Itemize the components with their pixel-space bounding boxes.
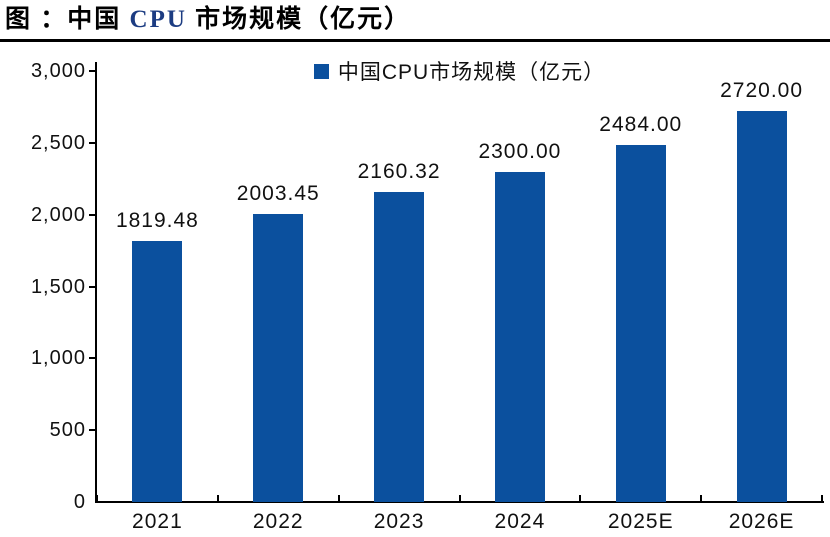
- figure-title-cpu: CPU: [129, 6, 187, 33]
- bar-2026E: 2720.00: [720, 79, 802, 502]
- x-axis-tick-mark: [458, 495, 461, 502]
- bar-value-label: 2160.32: [357, 159, 441, 183]
- figure-title-unit: 市场规模（亿元）: [186, 6, 412, 33]
- x-axis-tick-mark: [821, 495, 823, 502]
- x-axis-line: [95, 501, 824, 503]
- y-axis-tick-label: 0: [73, 491, 86, 513]
- y-axis-tick-mark: [89, 141, 96, 144]
- x-axis-tick-mark: [337, 495, 340, 502]
- legend-square-icon: [313, 63, 329, 79]
- y-axis-tick-label: 3,000: [30, 60, 86, 82]
- x-axis-tick-mark: [216, 495, 219, 502]
- y-axis-tick-label: 1,500: [30, 275, 86, 298]
- x-axis-category-label: 2025E: [607, 510, 674, 533]
- y-axis-tick-mark: [89, 429, 96, 432]
- x-axis-category-label: 2024: [494, 510, 546, 533]
- x-axis-tick-mark: [579, 495, 582, 502]
- legend-label: 中国CPU市场规模（亿元）: [337, 61, 606, 84]
- x-axis-category-label: 2023: [373, 510, 425, 533]
- bar-value-label: 2300.00: [478, 139, 562, 163]
- y-axis-tick-mark: [89, 213, 96, 216]
- y-axis-tick-mark: [89, 357, 96, 360]
- y-axis-tick-mark: [89, 285, 96, 288]
- bar-value-label: 2484.00: [599, 113, 683, 137]
- bar-2025E: 2484.00: [599, 113, 681, 502]
- figure-title-text: 图 ：中国: [5, 6, 130, 33]
- x-axis-labels: 2021 2022 2023 2024 2025E 2026E: [97, 510, 822, 534]
- y-axis-tick-label: 500: [49, 419, 86, 442]
- y-axis-tick-mark: [89, 70, 96, 72]
- x-axis-category-label: 2021: [132, 510, 183, 533]
- y-axis-tick-label: 2,500: [30, 131, 86, 154]
- bar-value-label: 2720.00: [720, 79, 804, 103]
- x-axis-category-label: 2026E: [728, 510, 795, 533]
- plot-area: 1819.48 2003.45 2160.32 2300.00 2484.00 2720.…: [97, 71, 822, 502]
- chart-legend: 中国CPU市场规模（亿元）: [97, 58, 822, 84]
- bar-value-label: 1819.48: [115, 208, 199, 232]
- bar-value-label: 2003.45: [236, 182, 320, 206]
- figure-title: 图 ：中国 CPU 市场规模（亿元）: [5, 5, 829, 35]
- bar-2022: 2003.45: [237, 182, 319, 502]
- x-axis-tick-mark: [700, 495, 703, 502]
- title-underline-rule: [0, 39, 830, 42]
- bar-2023: 2160.32: [358, 160, 440, 502]
- y-axis-line: [95, 62, 97, 503]
- x-axis-category-label: 2022: [252, 510, 304, 533]
- bar-2024: 2300.00: [478, 140, 560, 502]
- y-axis-tick-label: 2,000: [30, 203, 86, 226]
- y-axis-tick-label: 1,000: [30, 347, 86, 370]
- x-axis-tick-mark: [96, 495, 98, 502]
- bar-2021: 1819.48: [116, 209, 198, 502]
